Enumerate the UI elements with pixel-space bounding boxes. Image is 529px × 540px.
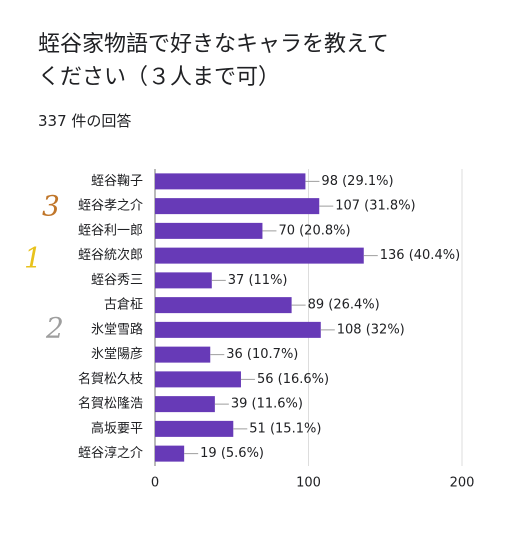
bar: [155, 445, 185, 462]
value-label: 98 (29.1%): [321, 174, 393, 189]
y-tick-label: 氷堂雪路: [91, 321, 143, 337]
y-tick-label: 高坂要平: [91, 420, 143, 436]
y-tick-label: 名賀松隆浩: [78, 396, 143, 412]
annotation: 2: [45, 312, 64, 345]
value-label: 36 (10.7%): [226, 347, 298, 362]
bar: [155, 272, 212, 289]
value-label: 19 (5.6%): [200, 446, 264, 461]
bar: [155, 371, 241, 388]
y-tick-label: 蛭谷秀三: [91, 273, 143, 288]
x-tick-label: 200: [450, 476, 475, 491]
y-tick-label: 蛭谷淳之介: [78, 445, 143, 461]
bar: [155, 198, 320, 215]
value-label: 37 (11%): [228, 273, 288, 288]
value-label: 89 (26.4%): [308, 298, 380, 313]
y-tick-label: 氷堂陽彦: [91, 346, 143, 362]
value-label: 51 (15.1%): [249, 421, 321, 436]
bar: [155, 420, 234, 437]
y-tick-label: 名賀松久枝: [78, 371, 143, 387]
bar: [155, 396, 215, 413]
bar: [155, 346, 211, 363]
value-label: 108 (32%): [337, 322, 405, 337]
y-tick-label: 蛭谷鞠子: [91, 174, 143, 189]
x-tick-label: 100: [296, 476, 321, 491]
bar: [155, 321, 321, 338]
bar: [155, 222, 263, 239]
y-tick-label: 蛭谷統次郎: [78, 247, 143, 263]
y-tick-label: 蛭谷孝之介: [78, 199, 143, 214]
annotation: 3: [42, 190, 60, 223]
annotation: 1: [24, 242, 42, 275]
y-tick-label: 古倉柾: [104, 298, 143, 313]
value-label: 136 (40.4%): [380, 248, 460, 263]
bar: [155, 297, 292, 314]
value-label: 56 (16.6%): [257, 372, 329, 387]
x-tick-label: 0: [151, 476, 159, 491]
bar: [155, 247, 364, 264]
y-tick-label: 蛭谷利一郎: [78, 223, 143, 238]
value-label: 39 (11.6%): [231, 397, 303, 412]
value-label: 70 (20.8%): [278, 223, 350, 238]
chart-title: 蛭谷家物語で好きなキャラを教えてください（３人まで可）: [38, 32, 389, 90]
bar: [155, 173, 306, 190]
value-label: 107 (31.8%): [335, 199, 415, 214]
response-count: 337 件の回答: [38, 112, 132, 130]
